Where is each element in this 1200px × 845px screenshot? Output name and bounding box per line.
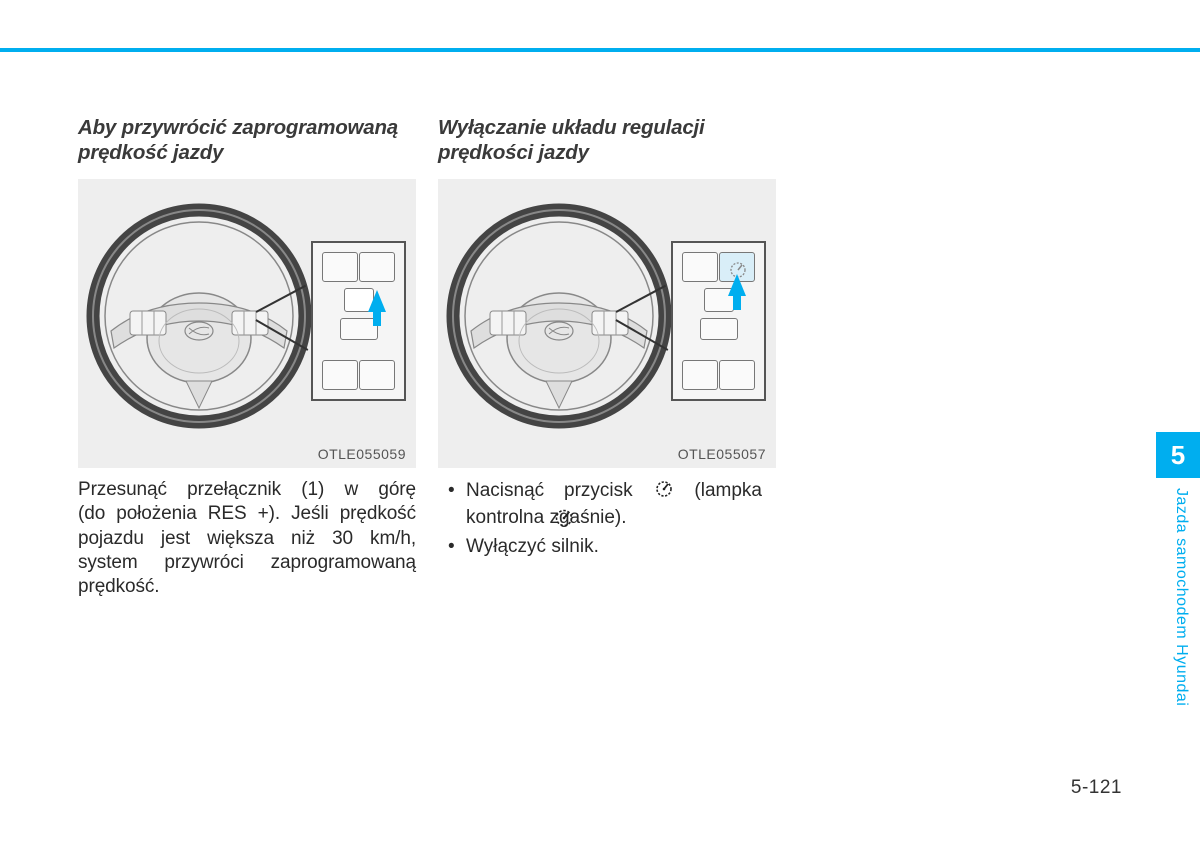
left-figure: OTLE055059 [78,179,416,468]
cruise-speedometer-icon [653,476,675,498]
left-body-text: Przesunąć przełącznik (1) w górę (do poł… [78,478,416,600]
right-callout-detail [671,241,766,401]
bullet-text: kontrolna zgaśnie). [466,507,627,528]
chapter-number: 5 [1171,440,1185,471]
cruise-indicator-icon [553,506,575,528]
right-column: Wyłączanie układu regulacji prędkości ja… [438,115,776,600]
left-column: Aby przywrócić zaprogramowa­ną prędkość … [78,115,416,600]
bullet-text: (lampka [694,478,762,505]
left-figure-code: OTLE055059 [318,446,406,462]
steering-wheel-illustration [86,203,312,429]
steering-wheel-illustration [446,203,672,429]
right-figure: OTLE055057 [438,179,776,468]
right-heading: Wyłączanie układu regulacji prędkości ja… [438,115,776,165]
list-item: Wyłączyć silnik. [466,534,776,561]
left-callout-detail [311,241,406,401]
right-bullet-list: Nacisnąć przycisk (lampka kontrolna zgaś… [438,478,776,561]
left-heading: Aby przywrócić zaprogramowa­ną prędkość … [78,115,416,165]
cruise-off-arrow-icon [728,274,746,296]
right-figure-code: OTLE055057 [678,446,766,462]
bullet-text: Wyłączyć silnik. [466,536,599,557]
chapter-tab: 5 [1156,432,1200,478]
res-plus-arrow-icon [368,290,386,312]
bullet-text: Nacisnąć [466,478,544,505]
chapter-label: Jazda samochodem Hyundai [1168,488,1190,733]
list-item: Nacisnąć przycisk (lampka kontrolna zgaś… [466,478,776,532]
page-number: 5-121 [1071,777,1122,799]
top-accent-bar [0,48,1200,52]
bullet-text: przycisk [564,478,633,505]
main-content: Aby przywrócić zaprogramowa­ną prędkość … [78,115,798,600]
